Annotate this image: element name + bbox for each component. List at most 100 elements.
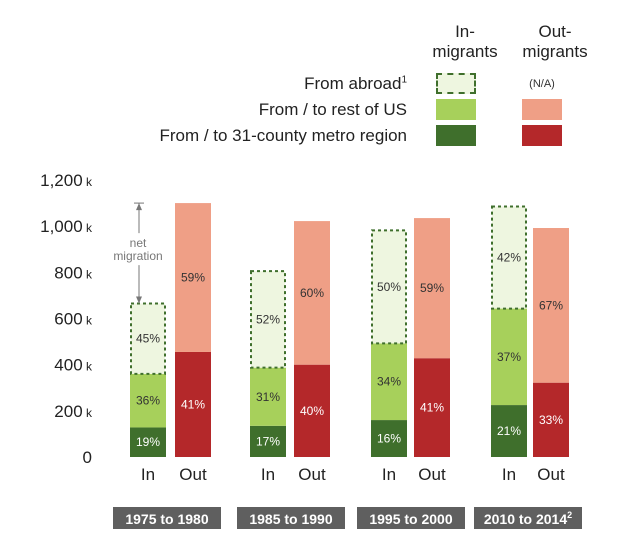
bar-label-out: Out xyxy=(537,465,565,484)
bar-in-us-label: 34% xyxy=(377,375,401,389)
bar-in-abroad xyxy=(130,302,166,375)
bar-in-us-label: 31% xyxy=(256,390,280,404)
y-tick-unit: k xyxy=(83,221,93,235)
y-tick-label: 400 k xyxy=(54,356,93,375)
bar-out-us xyxy=(414,218,450,359)
legend-header-in-text: In- migrants xyxy=(432,22,498,61)
bar-in-abroad-label: 45% xyxy=(136,332,160,346)
y-tick-value: 1,200 xyxy=(40,171,83,190)
y-tick-unit: k xyxy=(83,175,93,189)
bar-in-region-label: 16% xyxy=(377,432,401,446)
period-label-text: 1975 to 1980 xyxy=(125,511,208,527)
y-tick-value: 600 xyxy=(54,310,82,329)
legend-label-region: From / to 31-county metro region xyxy=(159,126,407,146)
bar-out-us-label: 67% xyxy=(539,298,563,312)
bar-out-us xyxy=(533,228,569,383)
y-tick-value: 0 xyxy=(83,448,92,467)
legend-label-us-text: From / to rest of US xyxy=(258,100,407,119)
bar-label-out: Out xyxy=(179,465,207,484)
bar-in-abroad-label: 42% xyxy=(497,251,521,265)
legend-header-out-text: Out- migrants xyxy=(522,22,588,61)
bar-label-in: In xyxy=(141,465,155,484)
legend-swatch-region-out xyxy=(522,125,562,146)
bar-in-region xyxy=(250,425,286,457)
bar-out-us xyxy=(294,221,330,365)
bar-label-in: In xyxy=(502,465,516,484)
legend-header-out: Out- migrants xyxy=(500,22,610,62)
bar-in-abroad-label: 50% xyxy=(377,280,401,294)
bar-in-us xyxy=(250,367,286,426)
period-label-box xyxy=(113,507,221,529)
y-tick-unit: k xyxy=(83,267,93,281)
period-label: 1995 to 2000 xyxy=(369,511,452,527)
bar-in-abroad xyxy=(491,205,527,310)
bar-out-region xyxy=(414,358,450,457)
bar-out-region-label: 41% xyxy=(181,397,205,411)
bar-out-us xyxy=(175,203,211,352)
bar-in-region xyxy=(491,405,527,457)
period-label-box xyxy=(357,507,465,529)
period-label-text: 2010 to 2014 xyxy=(484,511,567,527)
legend-header-in: In- migrants xyxy=(415,22,515,62)
y-tick-label: 200 k xyxy=(54,402,93,421)
bar-out-us-label: 60% xyxy=(300,286,324,300)
bar-out-region-label: 41% xyxy=(420,401,444,415)
net-migration-label-2: migration xyxy=(113,249,162,263)
net-migration-arrow-down xyxy=(136,296,142,304)
bar-in-us xyxy=(491,308,527,406)
y-tick-value: 400 xyxy=(54,356,82,375)
bar-in-us-label: 37% xyxy=(497,350,521,364)
y-tick-value: 800 xyxy=(54,263,82,282)
period-label: 1975 to 1980 xyxy=(125,511,208,527)
bar-in-us xyxy=(371,343,407,421)
bar-out-region xyxy=(533,382,569,457)
bar-in-region xyxy=(371,420,407,457)
bar-in-abroad xyxy=(371,229,407,345)
y-tick-label: 1,000 k xyxy=(40,217,93,236)
net-migration-arrow-up xyxy=(136,203,142,211)
period-label: 1985 to 1990 xyxy=(249,511,332,527)
y-tick-label: 1,200 k xyxy=(40,171,93,190)
period-label-text: 1985 to 1990 xyxy=(249,511,332,527)
y-tick-value: 1,000 xyxy=(40,217,83,236)
bar-in-region-label: 17% xyxy=(256,434,280,448)
bar-in-abroad-label: 52% xyxy=(256,312,280,326)
legend-swatch-abroad-in xyxy=(436,73,476,94)
legend-swatch-us-out xyxy=(522,99,562,120)
bar-out-region xyxy=(175,351,211,457)
bar-out-region xyxy=(294,364,330,457)
legend-swatch-us-in xyxy=(436,99,476,120)
legend-label-abroad-sup: 1 xyxy=(401,74,407,86)
legend-label-region-text: From / to 31-county metro region xyxy=(159,126,407,145)
bar-label-out: Out xyxy=(418,465,446,484)
bar-in-region xyxy=(130,427,166,457)
legend-label-abroad-text: From abroad xyxy=(304,74,402,93)
period-label-box xyxy=(237,507,345,529)
bar-in-region-label: 21% xyxy=(497,424,521,438)
bar-in-abroad xyxy=(250,270,286,369)
y-tick-label: 600 k xyxy=(54,310,93,329)
y-tick-label: 0 xyxy=(83,448,92,467)
net-migration-label-1: net xyxy=(130,236,147,250)
bar-out-region-label: 40% xyxy=(300,404,324,418)
bar-label-in: In xyxy=(261,465,275,484)
bar-label-out: Out xyxy=(298,465,326,484)
bar-out-us-label: 59% xyxy=(420,281,444,295)
y-tick-unit: k xyxy=(83,314,93,328)
period-label: 2010 to 20142 xyxy=(484,510,572,527)
bar-in-region-label: 19% xyxy=(136,435,160,449)
bar-in-us xyxy=(130,373,166,428)
bar-out-us-label: 59% xyxy=(181,271,205,285)
period-label-text: 1995 to 2000 xyxy=(369,511,452,527)
y-tick-unit: k xyxy=(83,360,93,374)
bar-in-us-label: 36% xyxy=(136,394,160,408)
period-label-sup: 2 xyxy=(567,510,572,520)
y-tick-label: 800 k xyxy=(54,263,93,282)
bar-out-region-label: 33% xyxy=(539,413,563,427)
legend-out-na: (N/A) xyxy=(529,78,555,90)
y-tick-unit: k xyxy=(83,406,93,420)
period-label-box xyxy=(474,507,582,529)
legend-swatch-region-in xyxy=(436,125,476,146)
y-tick-value: 200 xyxy=(54,402,82,421)
